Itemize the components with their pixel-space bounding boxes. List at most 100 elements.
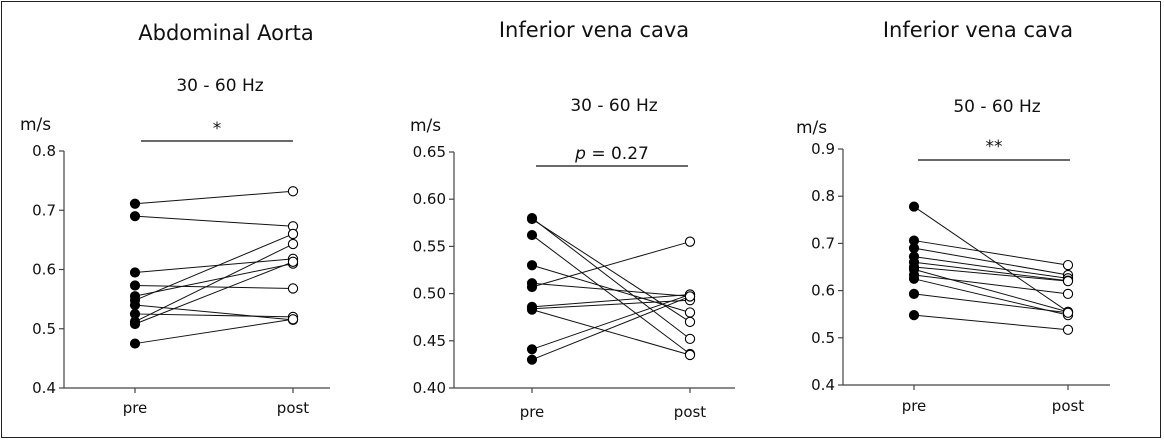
paired-line xyxy=(531,294,691,308)
post-point xyxy=(1062,288,1074,300)
pre-point xyxy=(129,280,141,291)
chart-panel-1: Abdominal Aorta 30 - 60 Hz m/s * 0.4 0.5 0.6 0.… xyxy=(20,21,330,417)
y-tick-label: 0.7 xyxy=(32,201,56,219)
y-axis-unit: m/s xyxy=(20,115,51,135)
post-point xyxy=(287,314,299,325)
paired-line xyxy=(531,217,691,340)
pre-point xyxy=(129,198,141,209)
y-axis-unit: m/s xyxy=(410,116,441,136)
x-tick-label-post: post xyxy=(674,403,707,421)
chart-panel-3: Inferior vena cava 50 - 60 Hz m/s ** 0.4 0.5 0… xyxy=(796,18,1110,415)
y-tick-label: 0.4 xyxy=(811,376,835,394)
y-tick-label: 0.6 xyxy=(32,261,56,279)
paired-line xyxy=(134,258,294,273)
frequency-label: 50 - 60 Hz xyxy=(953,97,1040,117)
y-tick-label: 0.50 xyxy=(413,285,446,303)
chart-panel-2: Inferior vena cava 30 - 60 Hz m/s p = 0.27 0… xyxy=(410,18,735,421)
x-tick-label-pre: pre xyxy=(520,403,545,421)
y-tick-label: 0.8 xyxy=(32,142,56,160)
paired-line xyxy=(913,268,1069,313)
paired-line xyxy=(531,282,691,297)
p-symbol: p xyxy=(574,144,586,164)
paired-line xyxy=(913,274,1069,295)
pre-point xyxy=(526,354,538,365)
significance-label: ** xyxy=(986,137,1003,157)
pre-point xyxy=(129,267,141,278)
pre-point xyxy=(526,260,538,271)
paired-line xyxy=(531,241,691,288)
pre-point xyxy=(526,213,538,225)
y-tick-label: 0.65 xyxy=(413,143,446,161)
pre-point xyxy=(129,299,141,311)
p-value: = 0.27 xyxy=(586,144,649,164)
y-tick-label: 0.60 xyxy=(413,190,446,208)
post-point xyxy=(287,238,299,250)
y-tick-label: 0.7 xyxy=(811,234,835,252)
pre-point xyxy=(129,318,141,330)
paired-line xyxy=(134,190,294,205)
pre-point xyxy=(526,304,538,315)
pre-point xyxy=(908,273,920,284)
frequency-label: 30 - 60 Hz xyxy=(570,96,657,116)
post-point xyxy=(684,291,696,302)
pre-point xyxy=(129,211,141,222)
x-tick-label-pre: pre xyxy=(902,397,927,415)
paired-line xyxy=(913,314,1069,331)
paired-line xyxy=(531,294,691,350)
y-tick-label: 0.6 xyxy=(811,282,835,300)
paired-line xyxy=(913,247,1069,276)
chart-title: Inferior vena cava xyxy=(883,18,1073,42)
pre-point xyxy=(129,338,141,349)
y-tick-label: 0.45 xyxy=(413,332,446,350)
paired-line xyxy=(531,264,691,313)
y-tick-label: 0.40 xyxy=(413,379,446,397)
post-point xyxy=(1062,276,1074,287)
pre-point xyxy=(908,243,920,254)
post-point xyxy=(684,316,696,328)
x-tick-label-pre: pre xyxy=(123,399,148,417)
pre-point xyxy=(526,229,538,241)
paired-line xyxy=(913,293,1069,314)
paired-line xyxy=(913,266,1069,282)
paired-line xyxy=(531,295,691,361)
x-tick-label-post: post xyxy=(277,399,310,417)
y-tick-label: 0.55 xyxy=(413,237,446,255)
paired-line xyxy=(134,243,294,323)
significance-label: * xyxy=(213,119,222,139)
y-tick-label: 0.8 xyxy=(811,187,835,205)
x-tick-label-post: post xyxy=(1052,397,1085,415)
paired-line xyxy=(134,313,294,318)
post-point xyxy=(684,349,696,361)
paired-line xyxy=(134,233,294,301)
post-point xyxy=(287,186,299,197)
paired-line xyxy=(913,278,1069,316)
post-point xyxy=(287,228,299,240)
post-point xyxy=(1062,259,1074,271)
pre-point xyxy=(908,288,920,300)
y-axis-unit: m/s xyxy=(796,118,827,138)
paired-line xyxy=(134,318,294,345)
paired-line xyxy=(531,234,691,355)
paired-line xyxy=(531,309,691,356)
paired-line xyxy=(913,240,1069,266)
significance-label: p = 0.27 xyxy=(574,144,649,164)
pre-point xyxy=(526,344,538,355)
post-point xyxy=(684,307,696,318)
pre-point xyxy=(908,310,920,321)
chart-title: Abdominal Aorta xyxy=(138,21,313,45)
frequency-label: 30 - 60 Hz xyxy=(176,76,263,96)
post-point xyxy=(684,333,696,345)
post-point xyxy=(1062,307,1074,318)
post-point xyxy=(1062,324,1074,335)
y-tick-label: 0.4 xyxy=(32,379,56,397)
pre-point xyxy=(526,281,538,293)
paired-line xyxy=(134,304,294,321)
paired-line xyxy=(531,299,691,310)
chart-title: Inferior vena cava xyxy=(499,18,689,42)
y-tick-label: 0.5 xyxy=(32,320,56,338)
pre-point xyxy=(908,201,920,212)
paired-line xyxy=(134,263,294,297)
paired-line xyxy=(913,261,1069,282)
y-tick-label: 0.9 xyxy=(811,140,835,158)
